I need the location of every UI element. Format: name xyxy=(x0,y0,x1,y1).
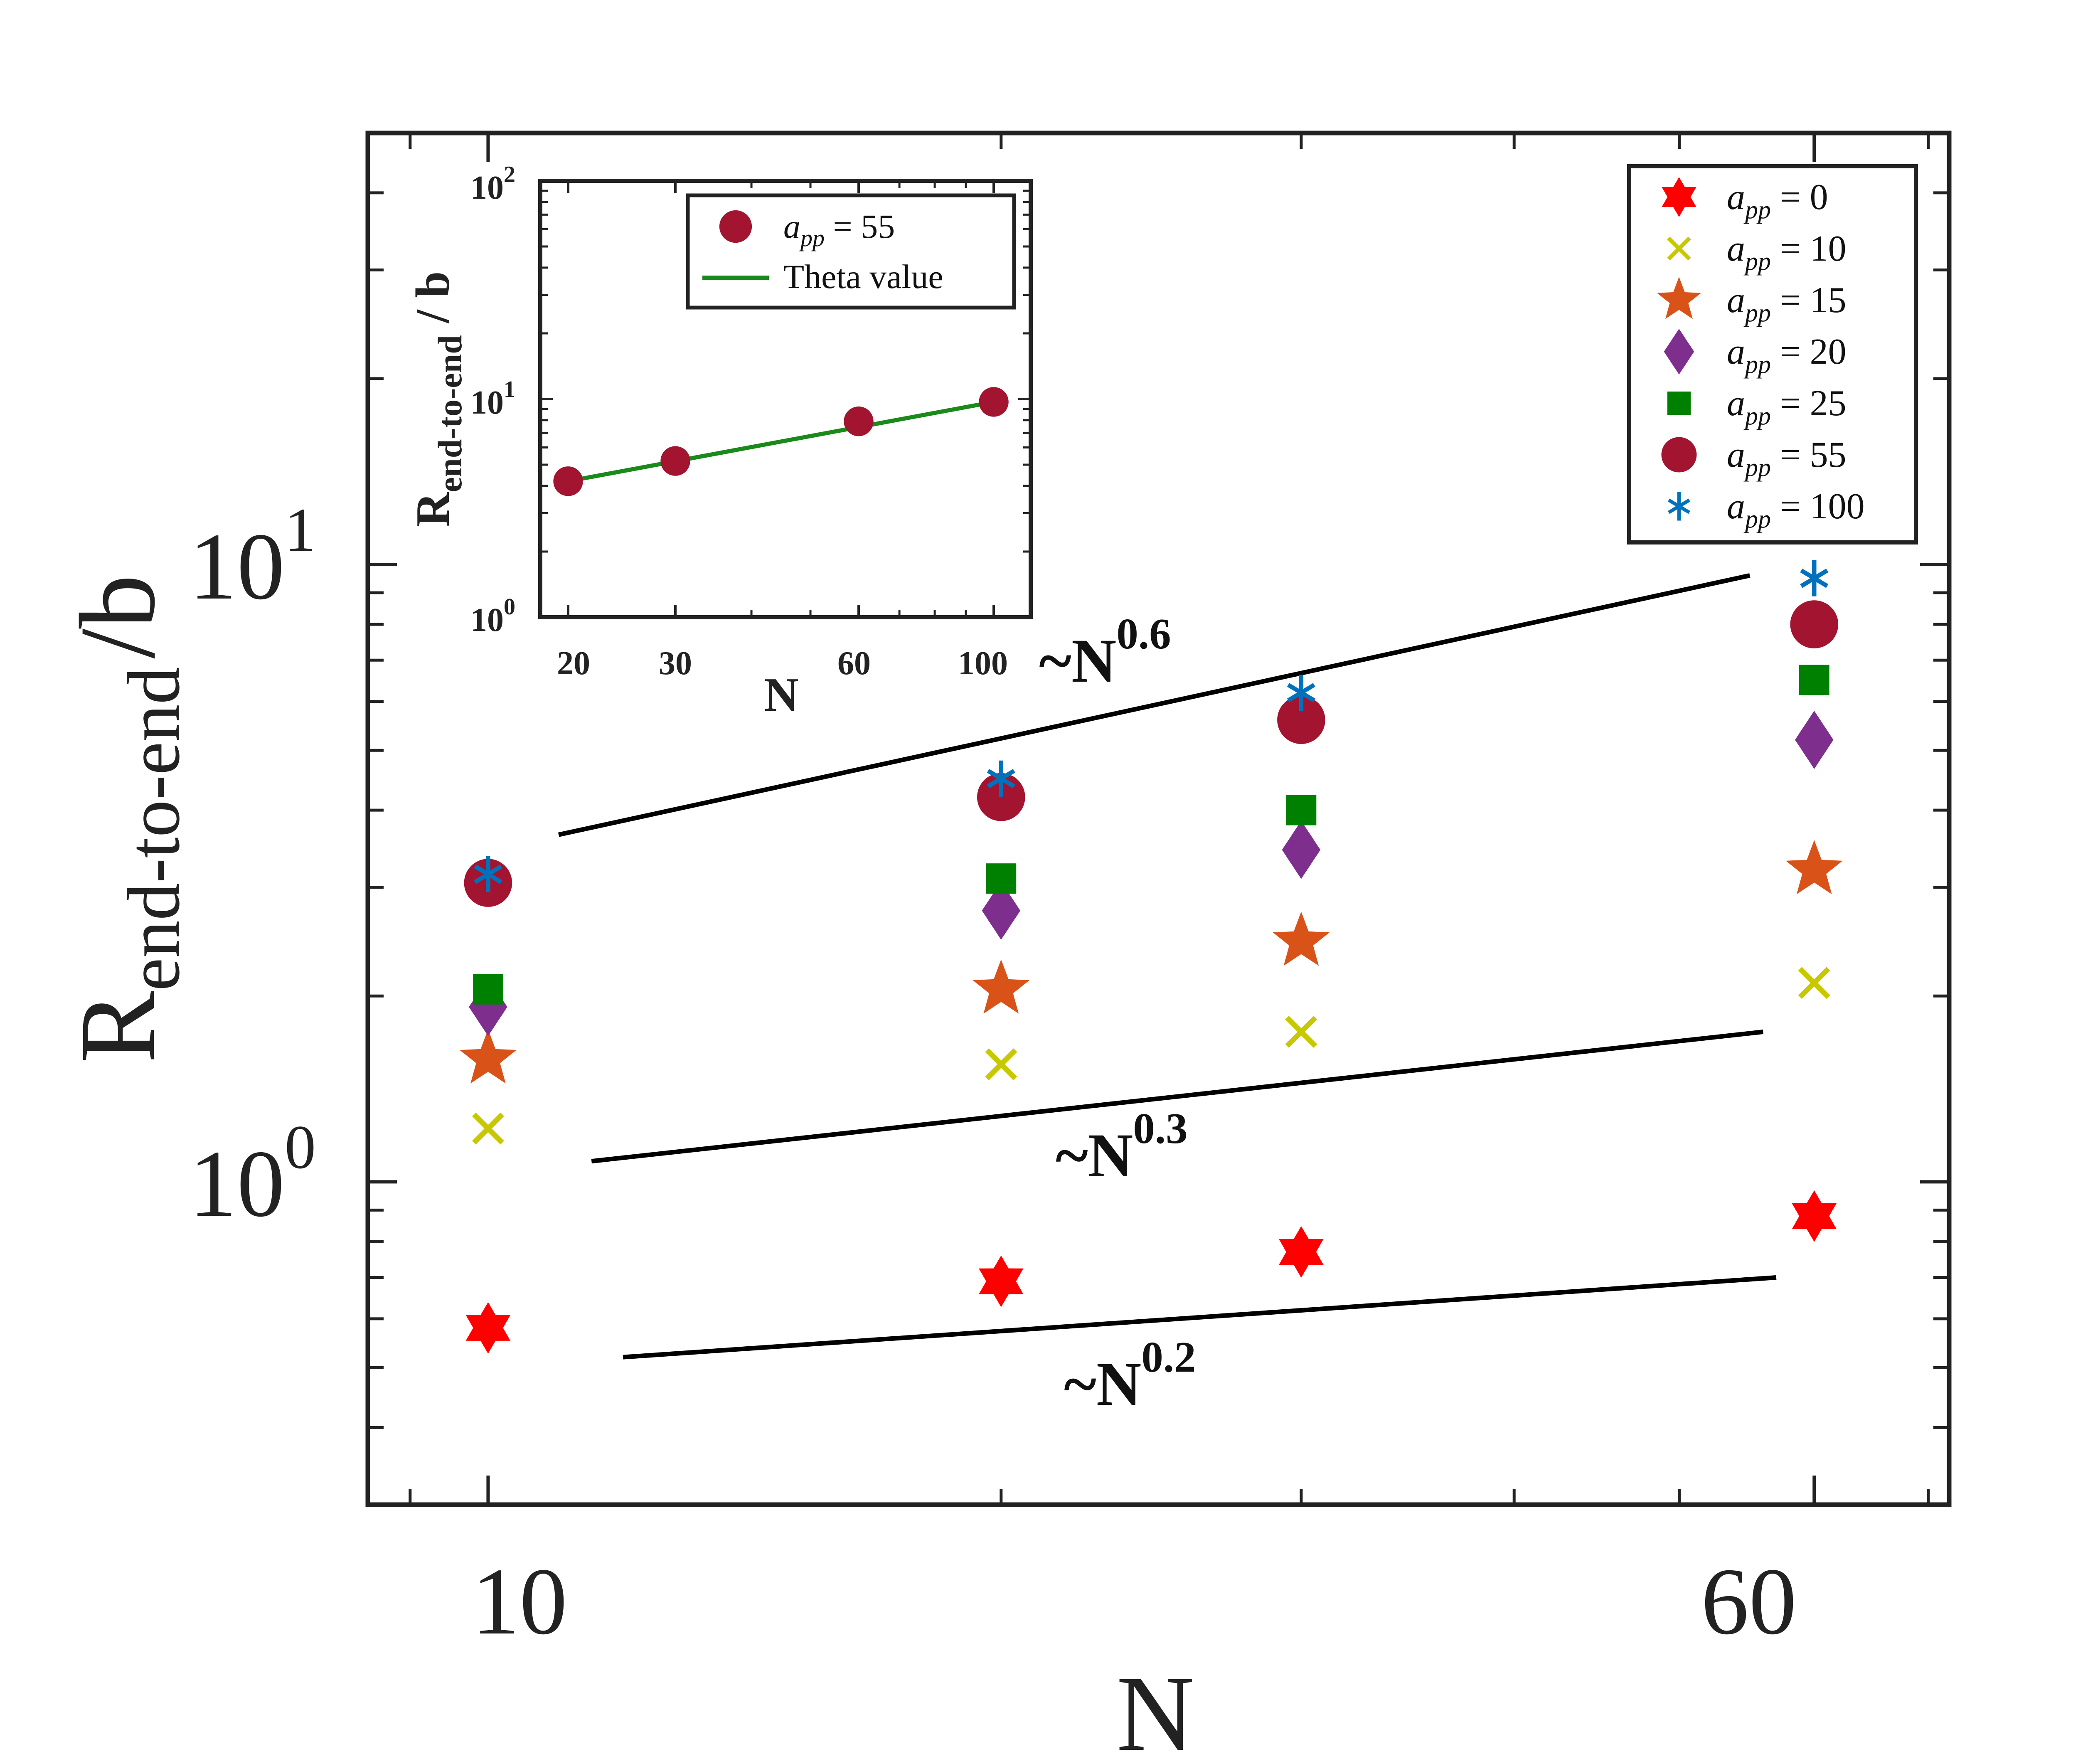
marker-app-25-N20 xyxy=(986,863,1017,894)
inset-xtick-label-20: 20 xyxy=(557,645,590,682)
legend-marker-app-100 xyxy=(1668,492,1690,521)
legend-marker-app-25 xyxy=(1667,392,1691,415)
legend-label-app-15: app = 15 xyxy=(1727,280,1847,327)
inset-xtick-label-100: 100 xyxy=(958,645,1008,682)
marker-app-100-N10 xyxy=(474,856,502,892)
legend-label-app-20: app = 20 xyxy=(1727,332,1847,379)
main-ylabel: Rend-to-end/b xyxy=(58,574,195,1063)
marker-app-55-N30 xyxy=(1277,696,1325,744)
main-xtick-label-10: 10 xyxy=(472,1548,567,1654)
inset-ylabel: Rend-to-end / b xyxy=(406,271,469,527)
inset-plot: 20 30 60 100 100 101 102 N Rend-to-end /… xyxy=(406,162,1033,721)
inset-theta-line xyxy=(568,400,994,483)
marker-app-100-N20 xyxy=(987,760,1015,797)
marker-app-10-N20 xyxy=(985,1048,1017,1081)
marker-app-25-N10 xyxy=(473,974,503,1005)
main-reference-lines xyxy=(558,573,1777,1360)
inset-markers xyxy=(553,387,1009,496)
marker-app-15-N10 xyxy=(459,1029,517,1084)
inset-xtick-label-60: 60 xyxy=(837,645,871,682)
main-legend-markers xyxy=(1657,177,1701,521)
main-xtick-label-60: 60 xyxy=(1701,1548,1797,1654)
main-ticks xyxy=(368,133,1949,1505)
inset-xtick-label-30: 30 xyxy=(659,645,692,682)
refline-label-0.3: ~N0.3 xyxy=(1056,1104,1188,1190)
marker-app-0-N30 xyxy=(1279,1226,1324,1278)
legend-marker-app-55 xyxy=(1661,437,1697,473)
legend-label-app-25: app = 25 xyxy=(1727,383,1847,430)
refline-label-0.6: ~N0.6 xyxy=(1039,609,1171,695)
inset-legend-marker-app-55 xyxy=(719,210,752,243)
marker-app-15-N20 xyxy=(973,959,1030,1014)
marker-app-15-N60 xyxy=(1785,840,1843,894)
inset-legend-box xyxy=(686,193,1016,310)
main-ytick-label-1: 100 xyxy=(189,1113,316,1237)
legend-marker-app-15 xyxy=(1657,277,1701,319)
inset-marker-N20 xyxy=(553,466,583,496)
marker-app-20-N60 xyxy=(1795,710,1834,769)
marker-app-15-N30 xyxy=(1273,912,1330,966)
marker-app-25-N30 xyxy=(1286,795,1317,825)
legend-label-app-10: app = 10 xyxy=(1727,229,1847,276)
reference-line-0.2 xyxy=(623,1275,1777,1360)
inset-legend-markers xyxy=(702,210,769,280)
marker-app-10-N60 xyxy=(1798,967,1830,999)
marker-app-55-N60 xyxy=(1790,600,1839,648)
inset-xlabel: N xyxy=(764,668,798,721)
inset-marker-N60 xyxy=(844,407,874,436)
main-legend: app = 0 app = 10 app = 15 app = 20 app =… xyxy=(1627,164,1918,544)
inset-marker-N30 xyxy=(660,446,690,476)
marker-app-10-N10 xyxy=(472,1112,504,1145)
inset-legend: app = 55 Theta value xyxy=(686,193,1016,310)
marker-app-10-N30 xyxy=(1285,1015,1317,1048)
inset-ticks xyxy=(540,180,1031,618)
reference-line-0.6 xyxy=(558,573,1751,837)
inset-legend-label-theta: Theta value xyxy=(783,258,943,296)
marker-app-0-N20 xyxy=(979,1255,1024,1307)
refline-label-0.2: ~N0.2 xyxy=(1064,1333,1196,1419)
legend-label-app-55: app = 55 xyxy=(1727,435,1847,482)
marker-app-100-N30 xyxy=(1287,675,1315,711)
marker-app-20-N20 xyxy=(982,881,1021,940)
legend-marker-app-0 xyxy=(1662,177,1696,217)
main-xlabel: N xyxy=(1116,1654,1194,1764)
marker-app-0-N10 xyxy=(465,1302,511,1354)
legend-label-app-0: app = 0 xyxy=(1727,177,1828,224)
reference-line-0.3 xyxy=(591,1029,1764,1164)
legend-label-app-100: app = 100 xyxy=(1727,486,1865,533)
inset-legend-label-app-55: app = 55 xyxy=(783,207,895,251)
main-ytick-label-10: 101 xyxy=(189,495,316,619)
theta-value-line xyxy=(568,400,994,483)
marker-app-0-N60 xyxy=(1792,1190,1837,1242)
marker-app-25-N60 xyxy=(1799,665,1829,695)
legend-marker-app-20 xyxy=(1664,329,1694,374)
inset-ytick-label-1: 100 xyxy=(470,594,515,638)
inset-marker-N100 xyxy=(979,387,1009,417)
inset-ytick-label-100: 102 xyxy=(470,162,515,206)
inset-ytick-label-10: 101 xyxy=(470,377,515,421)
legend-marker-app-10 xyxy=(1667,237,1691,261)
main-plot: 10 60 100 101 N Rend-to-end/b ~N0.6 ~N0.… xyxy=(58,131,1952,1764)
main-markers xyxy=(459,560,1843,1354)
marker-app-100-N60 xyxy=(1800,560,1829,596)
marker-app-20-N30 xyxy=(1282,820,1321,879)
